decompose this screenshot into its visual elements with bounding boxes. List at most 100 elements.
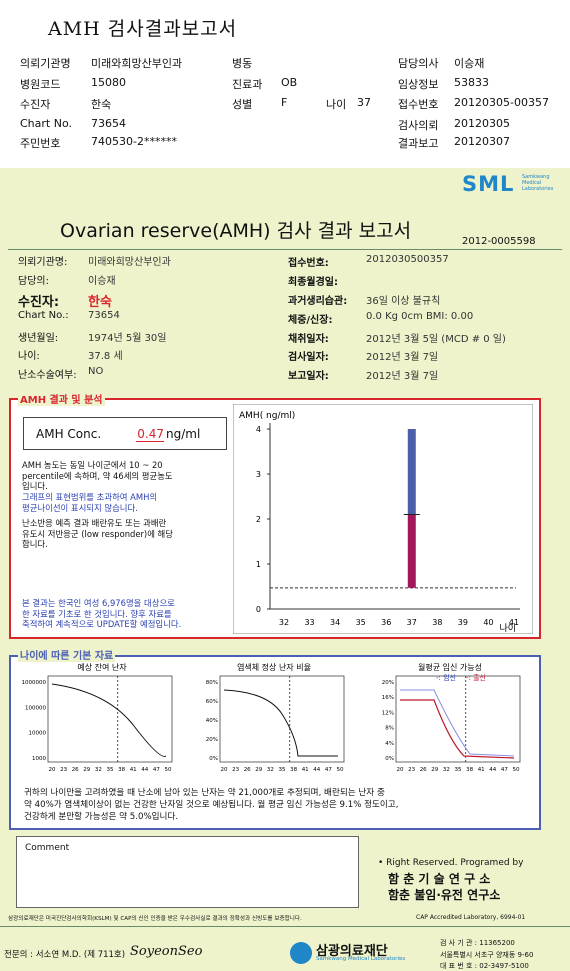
- foundation-name: 삼광의료재단: [316, 944, 388, 959]
- age-legend: 나이에 따른 기본 자료: [18, 647, 116, 662]
- header-dept-label: 진료과: [232, 78, 263, 91]
- header-receipt: 20120305-00357: [454, 96, 549, 109]
- mini-chart-y-tick: 1000: [32, 756, 46, 762]
- mini-chart-x-tick: 29: [255, 767, 262, 773]
- mini-chart-x-tick: 35: [107, 767, 114, 773]
- mini-chart-frame: [219, 675, 345, 763]
- chart-x-tick-label: 38: [432, 618, 442, 627]
- rights-text: • Right Reserved. Programed by: [378, 858, 524, 868]
- mini-chart-x-tick: 32: [443, 767, 450, 773]
- page-title: AMH 검사결과보고서: [48, 18, 238, 40]
- mini-chart-y-tick: 12%: [382, 710, 394, 716]
- mini-chart-y-tick: 0%: [209, 756, 218, 762]
- chart-x-tick-label: 33: [304, 618, 314, 627]
- chart-frame: [233, 404, 533, 634]
- mini-curve-pregnancy: [400, 689, 515, 757]
- comment-label: Comment: [25, 843, 70, 853]
- mini-chart-x-tick: 26: [72, 767, 79, 773]
- header-req: 20120305: [454, 117, 510, 130]
- mini-chart-x-tick: 47: [153, 767, 160, 773]
- header-ward-label: 병동: [232, 57, 253, 70]
- info-left-label: 나이:: [18, 351, 40, 362]
- mini-chart-y-tick: 20%: [206, 737, 218, 743]
- chart-y-tick-label: 3: [256, 470, 261, 479]
- mini-chart-x-tick: 50: [337, 767, 344, 773]
- header-inst: 미래와희망산부인과: [91, 57, 183, 70]
- mini-chart-frame: [47, 675, 173, 763]
- header-receipt-label: 접수번호: [398, 98, 439, 111]
- foundation-logo-icon: [290, 942, 312, 964]
- chart-ylabel: AMH( ng/ml): [239, 411, 295, 421]
- header-sex-label: 성별: [232, 98, 253, 111]
- mini-chart-y-tick: 16%: [382, 695, 394, 701]
- specialist: 전문의 : 서소연 M.D. (제 711호): [4, 950, 126, 960]
- footer-divider: [0, 926, 570, 927]
- lic-text: 검 사 기 관 : 11365200: [440, 939, 515, 947]
- mini-chart-y-tick: 10000: [29, 731, 47, 737]
- header-id: 740530-2******: [91, 135, 177, 148]
- mini-chart-x-tick: 20: [221, 767, 228, 773]
- header-doctor-label: 담당의사: [398, 57, 439, 70]
- report-doc-no: 2012-0005598: [462, 236, 536, 247]
- chart-x-tick-label: 41: [509, 618, 519, 627]
- info-right-value: 36일 이상 불규칙: [366, 296, 441, 307]
- foundation-sub: Samkwang Medical Laboratories: [316, 956, 406, 962]
- age-summary-line: 약 40%가 염색체이상이 없는 건강한 난자일 것으로 예상됩니다. 월 평균…: [24, 800, 399, 810]
- mini-chart-x-tick: 32: [95, 767, 102, 773]
- chart-x-tick-label: 36: [381, 618, 391, 627]
- info-left-label: 의뢰기관명:: [18, 257, 68, 268]
- header-age: 37: [357, 96, 371, 109]
- header-sex: F: [281, 96, 288, 109]
- chart-x-tick-label: 35: [356, 618, 366, 627]
- header-dept: OB: [281, 76, 298, 89]
- header-chart-label: Chart No.: [20, 117, 72, 130]
- chart-y-tick-label: 2: [256, 515, 261, 524]
- mini-chart-y-tick: 40%: [206, 718, 218, 724]
- header-code-label: 병원코드: [20, 78, 61, 91]
- mini-chart-y-tick: 0%: [385, 756, 394, 762]
- info-right-value: 2012030500357: [366, 254, 449, 265]
- info-right-label: 보고일자:: [288, 371, 329, 382]
- mini-chart-x-tick: 44: [489, 767, 496, 773]
- mini-chart-x-tick: 35: [455, 767, 462, 773]
- mini-chart-y-tick: 20%: [382, 680, 394, 686]
- institute-1: 함 춘 기 술 연 구 소: [388, 872, 491, 886]
- header-age-label: 나이: [326, 98, 347, 111]
- chart-y-tick-label: 1: [256, 560, 261, 569]
- chart-x-tick-label: 40: [483, 618, 493, 627]
- comment-box: Comment: [16, 836, 359, 908]
- mini-chart-title: 예상 잔여 난자: [77, 662, 127, 672]
- info-left-value: 73654: [88, 310, 120, 321]
- sml-logo-subtitle: Samkwang Medical Laboratories: [522, 174, 554, 192]
- result-note-line: 본 결과는 한국인 여성 6,976명을 대상으로: [22, 598, 175, 608]
- info-right-value: 2012년 3월 7일: [366, 371, 439, 382]
- info-left-value: 이승재: [88, 276, 116, 287]
- cert-text: 삼광의료재단은 미국진단검사의학회(KSLM) 및 CAP의 신인 인증을 받은…: [8, 916, 302, 922]
- header-code: 15080: [91, 76, 126, 89]
- mini-chart-x-tick: 20: [397, 767, 404, 773]
- info-right-label: 접수번호:: [288, 258, 329, 269]
- info-right-value: 0.0 Kg 0cm BMI: 0.00: [366, 311, 474, 322]
- info-right-label: 체중/신장:: [288, 315, 333, 326]
- header-doctor: 이승재: [454, 57, 485, 70]
- info-left-label: 난소수술여부:: [18, 370, 77, 381]
- mini-chart-x-tick: 41: [130, 767, 137, 773]
- header-clinical: 53833: [454, 76, 489, 89]
- result-note-line: percentile에 속하며, 약 46세의 평균농도: [22, 470, 173, 481]
- mini-chart-x-tick: 32: [267, 767, 274, 773]
- info-right-value: 2012년 3월 7일: [366, 352, 439, 363]
- info-left-value: NO: [88, 366, 104, 377]
- mini-curve: [223, 689, 338, 757]
- chart-x-tick-label: 34: [330, 618, 340, 627]
- header-patient-label: 수진자: [20, 98, 51, 111]
- institute-2: 함춘 불임·유전 연구소: [388, 888, 501, 902]
- info-left-value: 한숙: [88, 295, 112, 310]
- result-note-line: 난소반응 예측 결과 배란유도 또는 과배란: [22, 518, 167, 528]
- tel-text: 대 표 번 호 : 02-3497-5100: [440, 962, 529, 970]
- amh-range-upper-bar: [407, 429, 416, 515]
- mini-legend-birth: -: 출산: [466, 673, 487, 682]
- addr-text: 서울특별시 서초구 양재동 9-60: [440, 951, 534, 959]
- mini-chart-y-tick: 8%: [385, 726, 394, 732]
